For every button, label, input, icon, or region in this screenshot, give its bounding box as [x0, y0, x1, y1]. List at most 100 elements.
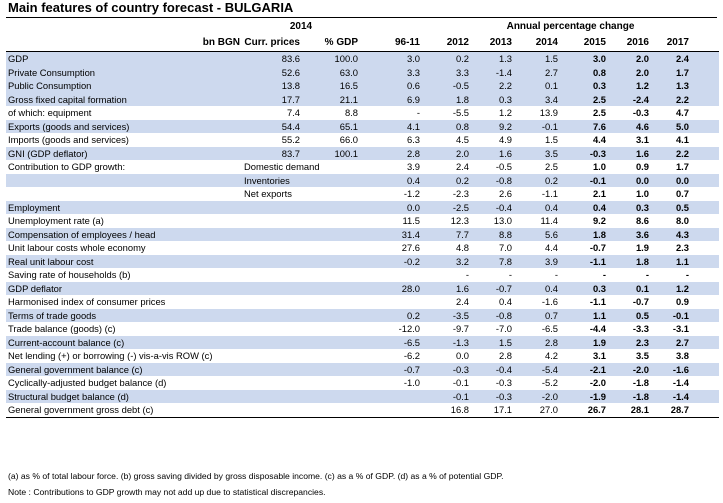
cell-y2012: 0.2: [422, 173, 471, 187]
cell-y2014: 4.2: [544, 350, 558, 361]
table-row: Imports (goods and services) 55.2 66.0 6.3 4…: [6, 133, 719, 147]
header-2014: 2014: [289, 21, 313, 32]
cell-y2015: -0.1: [560, 173, 608, 187]
cell-y2016: 1.6: [608, 146, 651, 160]
table-row: Gross fixed capital formation 17.7 21.1 6.9…: [6, 92, 720, 106]
cell-y2017: 1.2: [651, 281, 691, 295]
cell-y2017: 1.3: [651, 79, 691, 93]
header-row-columns: bn BGN Curr. prices % GDP 96-11 2012 201…: [6, 35, 720, 52]
cell-y2015: 4.4: [592, 134, 606, 145]
cell-curr: [242, 376, 302, 390]
cell-y2017: 2.2: [651, 92, 691, 106]
table-row: Structural budget balance (d) -0.1 -0.3 -2.…: [6, 389, 720, 403]
cell-y2012: 2.4: [455, 296, 469, 307]
cell-y2017: 2.3: [675, 242, 689, 253]
cell-y2012: 2.0: [422, 146, 471, 160]
cell-y2015: -: [602, 269, 606, 280]
table-row: Terms of trade goods 0.2 -3.5 -0.8 0.7 1.1 0.5…: [6, 308, 720, 322]
row-sublabel: Inventories: [242, 173, 360, 187]
row-end: [691, 335, 720, 349]
cell-y2013: 0.3: [471, 92, 514, 106]
row-end: [691, 200, 720, 214]
cell-curr: [242, 281, 302, 295]
cell-y2013: 17.1: [471, 403, 514, 418]
cell-y2016: 1.8: [608, 254, 651, 268]
row-end: [691, 51, 720, 66]
col-header-2016: 2016: [608, 35, 651, 52]
cell-y2015: 26.7: [560, 403, 608, 418]
row-label: Terms of trade goods: [6, 308, 242, 322]
row-sublabel: Net exports: [244, 188, 292, 199]
cell-p: 3.0: [360, 51, 422, 66]
cell-y2012: 12.3: [450, 215, 469, 226]
cell-y2012: 2.4: [455, 161, 469, 172]
cell-y2016: -0.7: [632, 296, 649, 307]
cell-y2016: -3.3: [632, 323, 649, 334]
cell-y2014: -5.2: [541, 377, 558, 388]
table-row: General government gross debt (c) 16.8 17.…: [6, 403, 720, 418]
cell-pct: 63.0: [302, 65, 360, 79]
cell-y2013: 13.0: [493, 215, 512, 226]
row-end: [691, 254, 720, 268]
cell-y2014: 0.4: [514, 200, 560, 214]
cell-y2017: 4.7: [675, 107, 689, 118]
cell-y2017: 1.1: [651, 254, 691, 268]
cell-y2017: 28.7: [651, 403, 691, 418]
table-row: GNI (GDP deflator) 83.7 100.1 2.8 2.0 1.6 3.5-…: [6, 146, 720, 160]
cell-y2012: -0.5: [422, 79, 471, 93]
cell-y2012: 1.8: [422, 92, 471, 106]
row-end: [691, 119, 720, 133]
col-header-2015: 2015: [560, 35, 608, 52]
cell-y2012: 1.6: [422, 281, 471, 295]
cell-pct: [302, 362, 360, 376]
cell-y2015: -1.9: [560, 389, 608, 403]
table-row: Unit labour costs whole economy 27.6 4.8 7.…: [6, 241, 719, 255]
cell-curr: 83.6: [242, 51, 302, 66]
header-row-top: 2014 Annual percentage change: [6, 19, 719, 35]
cell-y2017: 1.7: [651, 65, 691, 79]
cell-pct: [302, 227, 360, 241]
cell-curr: [242, 268, 302, 282]
row-label: Compensation of employees / head: [6, 227, 242, 241]
cell-y2014: 2.7: [514, 65, 560, 79]
row-label: Public Consumption: [6, 79, 242, 93]
cell-y2014: 2.5: [544, 161, 558, 172]
cell-y2015: 0.3: [560, 79, 608, 93]
cell-y2017: 3.8: [675, 350, 689, 361]
cell-y2013: -7.0: [495, 323, 512, 334]
cell-y2014: 13.9: [539, 107, 558, 118]
cell-y2014: 0.1: [514, 79, 560, 93]
cell-y2015: -1.1: [589, 296, 606, 307]
cell-y2017: -3.1: [672, 323, 689, 334]
row-end: [691, 187, 719, 201]
cell-y2012: -1.3: [422, 335, 471, 349]
cell-y2014: 0.2: [514, 173, 560, 187]
cell-pct: 21.1: [302, 92, 360, 106]
cell-y2013: 8.8: [471, 227, 514, 241]
row-end: [691, 133, 719, 147]
row-label: Cyclically-adjusted budget balance (d): [8, 377, 167, 388]
cell-y2012: -0.1: [452, 377, 469, 388]
table-row: Inventories 0.4 0.2 -0.8 0.2 -0.1 0.0 0.0: [6, 173, 720, 187]
cell-y2013: 1.2: [498, 107, 512, 118]
row-label: Net lending (+) or borrowing (-) vis-a-v…: [8, 350, 213, 361]
cell-p: -12.0: [398, 323, 420, 334]
table-body: 2014 Annual percentage change bn BGN Cur…: [6, 19, 720, 418]
cell-p: 0.2: [360, 308, 422, 322]
cell-y2016: 4.6: [608, 119, 651, 133]
cell-y2012: -0.1: [422, 389, 471, 403]
cell-y2016: 1.0: [635, 188, 649, 199]
cell-y2012: 4.8: [455, 242, 469, 253]
row-label: Unemployment rate (a): [8, 215, 104, 226]
cell-y2012: -: [465, 269, 469, 280]
row-end: [691, 349, 719, 363]
cell-p: 6.9: [360, 92, 422, 106]
row-label: of which: equipment: [8, 107, 92, 118]
cell-p: -1.2: [403, 188, 420, 199]
col-header-9611: 96-11: [360, 35, 422, 52]
cell-p: 2.8: [360, 146, 422, 160]
cell-y2016: 0.5: [608, 308, 651, 322]
table-row: Harmonised index of consumer prices 2.4 0.…: [6, 295, 719, 309]
cell-p: [360, 295, 422, 309]
cell-y2012: 3.3: [422, 65, 471, 79]
